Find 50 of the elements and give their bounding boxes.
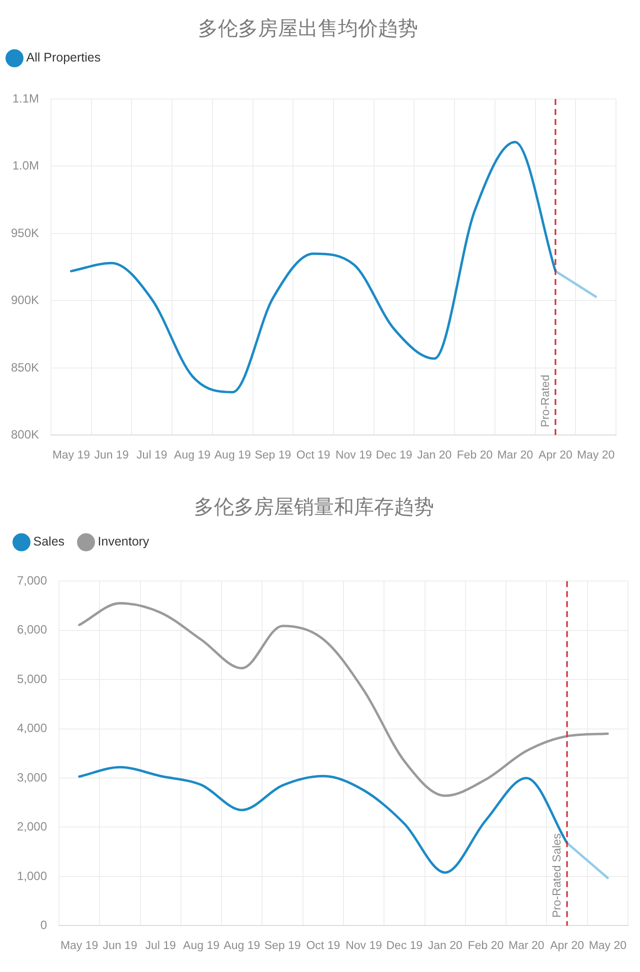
x-tick-label: Mar 20 — [508, 940, 544, 952]
x-tick-label: Feb 20 — [456, 449, 493, 462]
y-tick-label: 2,000 — [16, 820, 48, 834]
legend-label: All Properties — [26, 50, 101, 65]
x-tick-label: Aug 19 — [174, 449, 210, 462]
y-tick-label: 7,000 — [16, 573, 48, 588]
x-tick-label: Nov 19 — [346, 940, 382, 952]
chart-title: 多伦多房屋销量和库存趋势 — [194, 496, 434, 519]
ref-line-label: Pro-Rated Sales — [551, 833, 564, 918]
y-tick-label: 6,000 — [16, 622, 48, 637]
y-tick-label: 800K — [10, 428, 39, 442]
ref-line-label: Pro-Rated — [540, 374, 552, 428]
x-tick-label: Jan 20 — [428, 940, 462, 952]
x-tick-label: Sep 19 — [264, 940, 301, 952]
x-tick-label: Feb 20 — [468, 940, 504, 952]
line-series — [78, 602, 609, 797]
x-tick-label: Oct 19 — [306, 940, 340, 952]
x-tick-label: Jun 19 — [94, 449, 129, 462]
x-tick-label: Oct 19 — [296, 449, 330, 462]
x-tick-label: Sep 19 — [254, 449, 292, 462]
y-tick-label: 1,000 — [16, 868, 48, 883]
legend-label: Sales — [33, 534, 65, 549]
x-tick-label: Jan 20 — [417, 449, 452, 462]
x-tick-label: May 20 — [588, 940, 627, 952]
x-tick-label: Aug 19 — [224, 940, 260, 952]
x-tick-label: May 19 — [60, 940, 98, 952]
y-tick-label: 1.1M — [12, 91, 39, 106]
x-tick-label: Mar 20 — [497, 449, 534, 462]
chart-title: 多伦多房屋出售均价趋势 — [198, 18, 418, 40]
legend-label: Inventory — [98, 534, 150, 549]
x-tick-label: Jul 19 — [136, 449, 168, 462]
y-tick-label: 950K — [10, 226, 39, 240]
x-tick-label: Jun 19 — [102, 940, 138, 952]
x-tick-label: Nov 19 — [335, 449, 372, 462]
x-tick-label: Apr 20 — [550, 940, 584, 952]
y-tick-label: 5,000 — [16, 672, 48, 686]
y-tick-label: 850K — [10, 360, 39, 374]
x-tick-label: Jul 19 — [145, 940, 176, 952]
y-tick-label: 1.0M — [12, 158, 39, 173]
y-tick-label: 900K — [10, 293, 39, 308]
x-tick-label: Aug 19 — [214, 449, 251, 462]
x-tick-label: May 20 — [576, 449, 615, 462]
y-tick-label: 3,000 — [16, 770, 48, 784]
x-tick-label: Dec 19 — [386, 940, 423, 952]
y-tick-label: 0 — [40, 918, 48, 932]
x-tick-label: Dec 19 — [376, 449, 412, 462]
x-tick-label: Aug 19 — [183, 940, 220, 952]
x-tick-label: May 19 — [52, 449, 90, 462]
y-tick-label: 4,000 — [16, 721, 48, 736]
x-tick-label: Apr 20 — [538, 449, 572, 462]
